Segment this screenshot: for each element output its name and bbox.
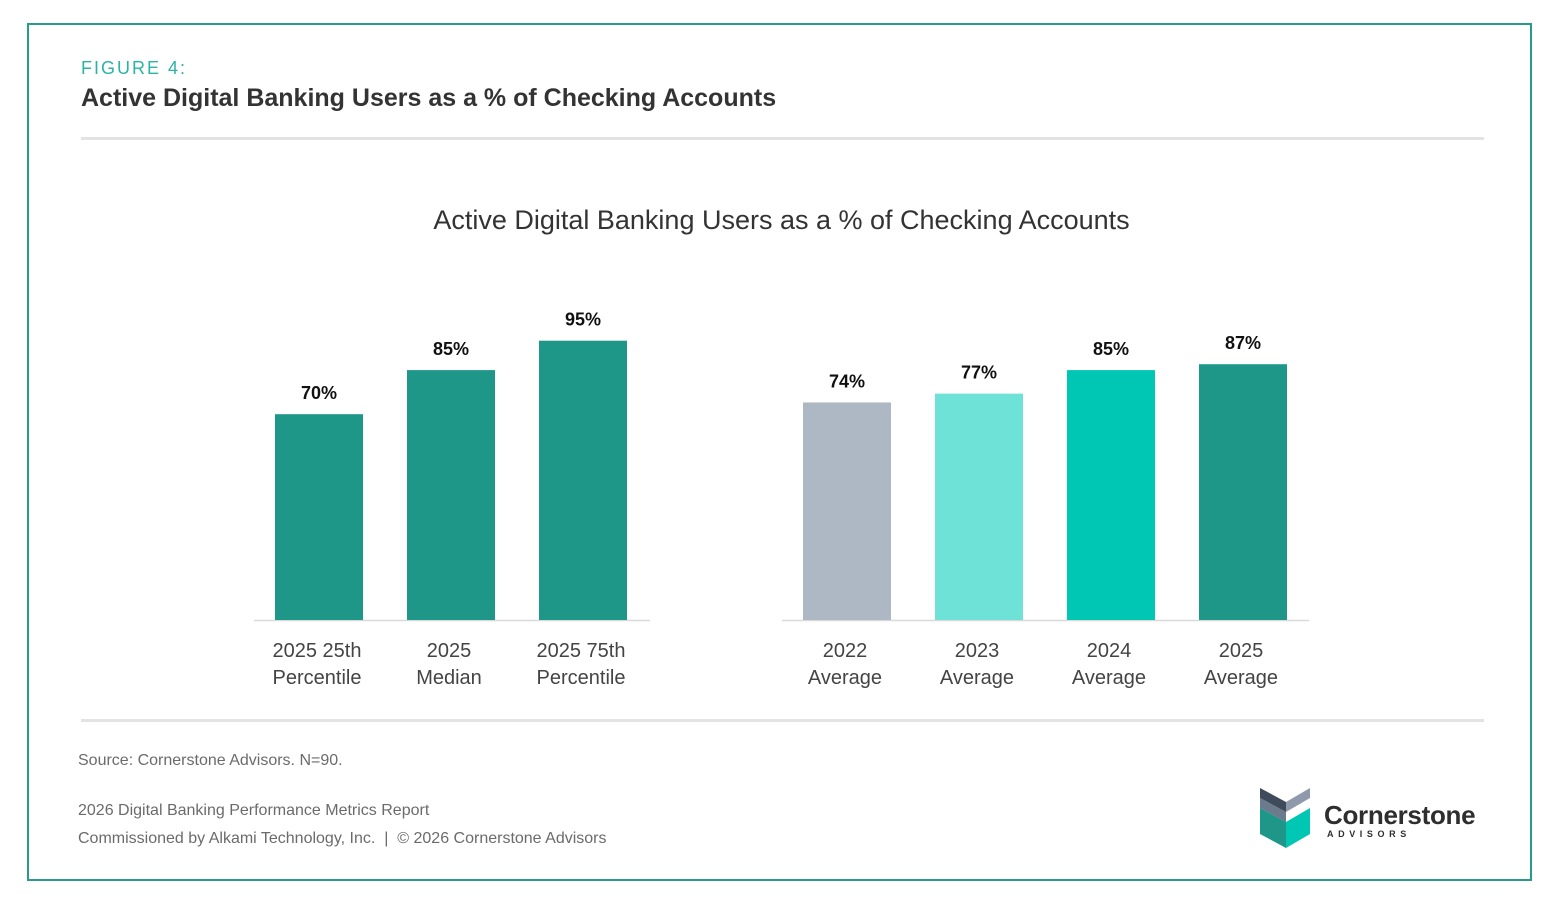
data-label: 74%: [829, 371, 865, 391]
category-label: Percentile: [537, 667, 626, 689]
bar: [1067, 370, 1155, 620]
category-label: 2025 25th: [273, 640, 362, 662]
data-label: 70%: [301, 383, 337, 403]
category-label: Average: [940, 667, 1014, 689]
figure-label: FIGURE 4:: [81, 58, 188, 78]
figure-title: Active Digital Banking Users as a % of C…: [81, 84, 777, 112]
bar: [539, 340, 627, 620]
figure-frame: [27, 23, 1532, 881]
category-label: Median: [416, 667, 482, 689]
bottom-divider: [81, 719, 1484, 722]
cornerstone-cube-icon: [1260, 788, 1310, 848]
bar: [803, 402, 891, 620]
bar: [935, 393, 1023, 620]
category-label: Average: [1072, 667, 1146, 689]
bar: [407, 370, 495, 620]
data-label: 95%: [565, 310, 601, 330]
category-label: 2023: [955, 640, 1000, 662]
bar: [275, 414, 363, 620]
category-label: 2025: [1219, 640, 1264, 662]
top-divider: [81, 137, 1484, 140]
chart-title: Active Digital Banking Users as a % of C…: [433, 205, 1130, 235]
report-name: 2026 Digital Banking Performance Metrics…: [78, 802, 430, 819]
logo-wordmark: Cornerstone: [1324, 800, 1476, 830]
commission-note: Commissioned by Alkami Technology, Inc. …: [78, 830, 607, 847]
category-label: 2025: [427, 640, 472, 662]
source-note: Source: Cornerstone Advisors. N=90.: [78, 752, 343, 769]
data-label: 85%: [433, 339, 469, 359]
category-label: 2024: [1087, 640, 1132, 662]
category-label: Percentile: [273, 667, 362, 689]
data-label: 85%: [1093, 339, 1129, 359]
logo-subtitle: ADVISORS: [1327, 829, 1411, 839]
bar-chart: 70% 2025 25th Percentile 85% 2025 Median 95% 20…: [254, 310, 1309, 689]
category-label: 2025 75th: [537, 640, 626, 662]
bar: [1199, 364, 1287, 620]
category-label: 2022: [823, 640, 868, 662]
category-label: Average: [1204, 667, 1278, 689]
category-label: Average: [808, 667, 882, 689]
data-label: 87%: [1225, 333, 1261, 353]
data-label: 77%: [961, 363, 997, 383]
